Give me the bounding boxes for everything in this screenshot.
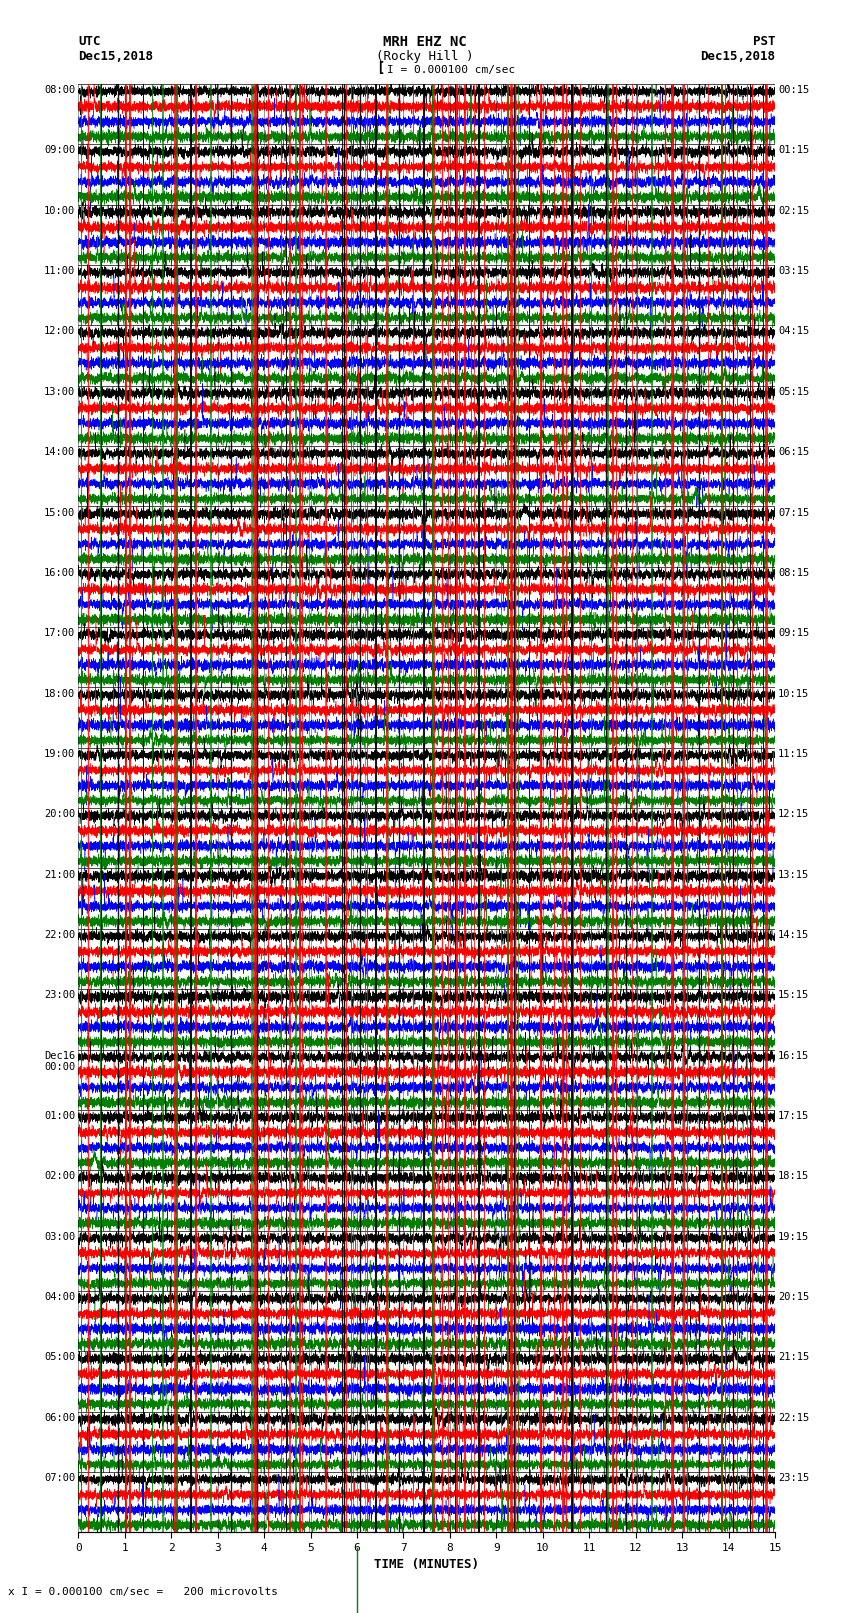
Text: PST: PST [753,35,775,48]
Text: Dec15,2018: Dec15,2018 [78,50,153,63]
Text: MRH EHZ NC: MRH EHZ NC [383,35,467,50]
Text: Dec15,2018: Dec15,2018 [700,50,775,63]
Text: I = 0.000100 cm/sec: I = 0.000100 cm/sec [387,65,515,74]
Text: UTC: UTC [78,35,100,48]
Text: x I = 0.000100 cm/sec =   200 microvolts: x I = 0.000100 cm/sec = 200 microvolts [8,1587,279,1597]
Text: (Rocky Hill ): (Rocky Hill ) [377,50,473,63]
X-axis label: TIME (MINUTES): TIME (MINUTES) [374,1558,479,1571]
Text: [: [ [376,61,384,76]
